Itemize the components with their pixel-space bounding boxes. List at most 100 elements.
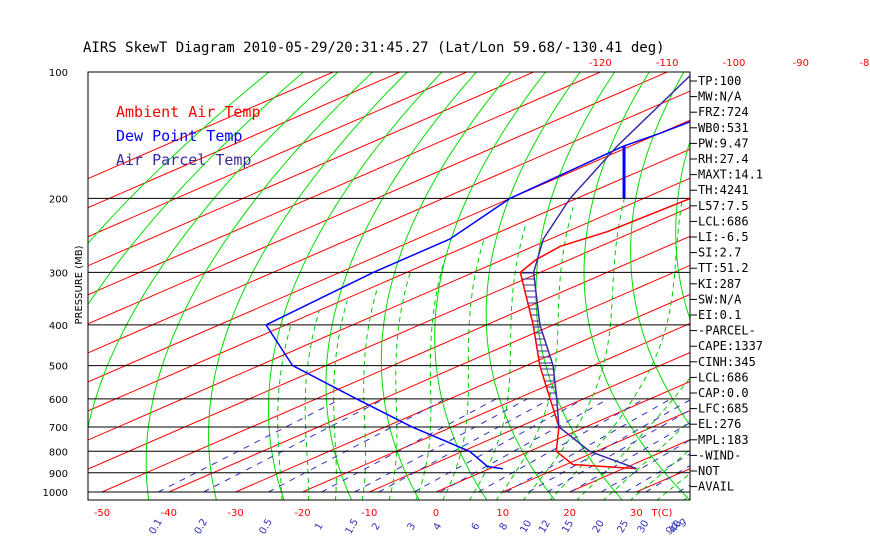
mixing-ratio-tick-label: 4 xyxy=(432,521,445,532)
mixing-ratio-line xyxy=(321,398,497,493)
bottom-temp-tick-label: 10 xyxy=(496,508,509,519)
mixing-ratio-tick-label: 0.1 xyxy=(147,517,164,536)
moist-adiabat-line xyxy=(576,376,690,500)
moist-adiabat-line xyxy=(629,448,690,500)
mixing-ratio-line xyxy=(528,399,690,493)
legend-entry-3: Air Parcel Temp xyxy=(116,151,251,169)
dry-adiabat-line xyxy=(535,72,623,500)
grid-layer xyxy=(88,72,870,501)
plot-frame xyxy=(87,71,691,501)
isotherm-line xyxy=(636,468,690,493)
legend-entry-2: Dew Point Temp xyxy=(116,127,242,145)
bottom-temp-tick-label: -50 xyxy=(94,508,110,519)
pressure-tick-label: 500 xyxy=(49,362,68,373)
bottom-temp-tick-label: 0 xyxy=(433,508,439,519)
mixing-ratio-tick-label: 25 xyxy=(615,518,631,535)
bottom-temp-unit-label: T(C) xyxy=(651,508,673,519)
dry-adiabat-line xyxy=(380,72,512,500)
pressure-tick-label: 800 xyxy=(49,447,68,458)
dry-adiabat-line xyxy=(268,72,443,500)
dry-adiabat-line xyxy=(88,72,304,306)
isotherm-line xyxy=(88,72,401,209)
moist-adiabat-line xyxy=(468,223,527,500)
isotherm-line xyxy=(235,293,690,493)
moist-adiabat-line xyxy=(277,324,292,500)
sounding-index-label: TP:100 xyxy=(698,74,741,88)
isotherm-line xyxy=(770,72,870,492)
moist-adiabat-line xyxy=(602,419,690,500)
mixing-ratio-line xyxy=(505,398,672,493)
dry-adiabat-line xyxy=(434,72,546,500)
mixing-ratio-tick-label: 2 xyxy=(370,521,383,532)
isotherm-line xyxy=(88,72,467,238)
sounding-index-label: -PARCEL- xyxy=(698,324,756,338)
legend-entry-1: Ambient Air Temp xyxy=(116,103,261,121)
y-axis-label: PRESSURE (MB) xyxy=(74,245,85,324)
bottom-temp-tick-label: 20 xyxy=(563,508,576,519)
dry-adiabat-line xyxy=(145,72,373,500)
isotherm-line xyxy=(369,351,690,493)
mixing-ratio-line xyxy=(354,398,528,493)
moist-adiabat-line xyxy=(442,238,485,500)
mixing-ratio-line xyxy=(439,398,609,493)
pressure-tick-label: 400 xyxy=(49,321,68,332)
top-temp-tick-label: -120 xyxy=(589,58,612,69)
sounding-index-label: AVAIL xyxy=(698,480,734,494)
isotherm-line xyxy=(88,72,601,296)
isotherm-line xyxy=(88,206,690,470)
mixing-ratio-tick-label: 0.5 xyxy=(258,517,275,536)
moist-adiabat-line xyxy=(495,207,574,500)
isotherm-line xyxy=(302,322,690,493)
sounding-index-label: L57:7.5 xyxy=(698,199,749,213)
bottom-temp-tick-label: -20 xyxy=(294,508,310,519)
pressure-tick-label: 900 xyxy=(49,469,68,480)
mixing-ratio-tick-label: 20 xyxy=(591,518,607,535)
isotherm-line xyxy=(88,177,690,441)
dry-adiabat-line xyxy=(762,72,870,501)
dry-adiabat-line xyxy=(583,72,690,500)
moist-adiabat-line xyxy=(304,310,320,500)
isotherm-line xyxy=(88,119,690,383)
isotherm-line xyxy=(837,72,870,492)
moist-adiabat-line xyxy=(522,198,625,500)
moist-adiabat-line xyxy=(549,198,683,500)
bottom-temp-tick-label: -30 xyxy=(227,508,243,519)
moist-adiabat-line xyxy=(415,259,445,500)
top-temp-tick-label: -110 xyxy=(656,58,679,69)
bottom-temp-tick-label: 30 xyxy=(630,508,643,519)
isotherm-line xyxy=(101,235,690,493)
isotherm-line xyxy=(88,72,334,180)
data-layer xyxy=(264,74,690,470)
sounding-index-label: CAP:0.0 xyxy=(698,386,749,400)
mixing-ratio-tick-label: 15 xyxy=(560,518,576,535)
isotherm-line xyxy=(88,72,534,267)
mixing-ratio-tick-label: 30 xyxy=(636,518,652,535)
sounding-index-label: MW:N/A xyxy=(698,90,742,104)
pressure-tick-label: 300 xyxy=(49,268,68,279)
isotherm-line xyxy=(502,410,690,493)
isotherm-line xyxy=(88,148,690,412)
isotherm-line xyxy=(435,381,690,493)
sounding-index-label: TH:4241 xyxy=(698,183,749,197)
sounding-index-label: FRZ:724 xyxy=(698,105,749,119)
sounding-index-label: NOT xyxy=(698,464,720,478)
sounding-index-label: RH:27.4 xyxy=(698,152,749,166)
pressure-tick-label: 1000 xyxy=(43,488,68,499)
sounding-index-label: SI:2.7 xyxy=(698,246,741,260)
top-temp-tick-label: -80 xyxy=(859,58,870,69)
isotherm-line xyxy=(88,72,668,325)
top-temp-tick-label: -90 xyxy=(793,58,809,69)
mixing-ratio-tick-label: 0.2 xyxy=(193,517,210,536)
dry-adiabat-line xyxy=(485,72,581,500)
pressure-tick-label: 700 xyxy=(49,423,68,434)
sounding-index-label: SW:N/A xyxy=(698,292,742,306)
dry-adiabat-line xyxy=(675,139,690,321)
sounding-index-label: KI:287 xyxy=(698,277,741,291)
sounding-index-label: CINH:345 xyxy=(698,355,756,369)
sounding-index-label: EL:276 xyxy=(698,417,741,431)
sounding-index-label: MPL:183 xyxy=(698,433,749,447)
sounding-index-label: -WIND- xyxy=(698,448,741,462)
dry-adiabat-line xyxy=(325,72,477,500)
